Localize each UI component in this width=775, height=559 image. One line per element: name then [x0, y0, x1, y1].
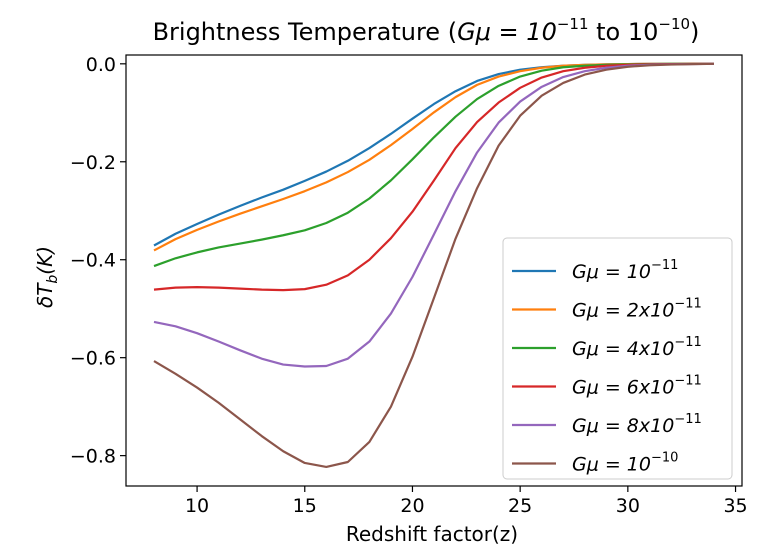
x-tick-label-30: 30: [616, 495, 640, 517]
x-tick-label-10: 10: [185, 495, 209, 517]
series-line-1: [153, 62, 714, 247]
chart-title: Brightness Temperature (Gμ = 10−11 to 10…: [153, 15, 700, 46]
plot-frame: [125, 54, 743, 487]
legend-label-1: Gμ = 10−11: [572, 258, 678, 283]
series-line-5: [153, 62, 715, 368]
legend-label-4: Gμ = 6x10−11: [572, 374, 702, 399]
y-tick-label-1: −0.2: [70, 152, 116, 174]
x-axis: 10 15 20 25 30 35: [185, 486, 748, 517]
plot-area: [125, 54, 743, 487]
x-tick-label-20: 20: [400, 495, 424, 517]
legend-label-6: Gμ = 10−10: [572, 451, 678, 476]
series-line-4: [153, 62, 715, 292]
y-tick-label-3: −0.6: [70, 348, 116, 370]
y-axis-label: δTb(K): [33, 246, 61, 308]
legend: Gμ = 10−11 Gμ = 2x10−11 Gμ = 4x10−11 Gμ = 6…: [502, 237, 733, 480]
y-axis: 0.0 −0.2 −0.4 −0.6 −0.8: [70, 54, 126, 468]
series-line-6: [153, 62, 715, 468]
legend-label-3: Gμ = 4x10−11: [572, 335, 702, 360]
x-axis-label: Redshift factor(z): [346, 522, 518, 546]
y-tick-label-0: 0.0: [86, 54, 116, 76]
legend-label-5: Gμ = 8x10−11: [572, 412, 702, 437]
x-tick-label-25: 25: [508, 495, 532, 517]
legend-label-2: Gμ = 2x10−11: [572, 297, 702, 322]
x-tick-label-35: 35: [723, 495, 747, 517]
series-line-2: [153, 62, 714, 252]
legend-box: [502, 237, 733, 480]
x-tick-label-15: 15: [293, 495, 317, 517]
y-tick-label-4: −0.8: [70, 446, 116, 468]
y-tick-label-2: −0.4: [70, 250, 116, 272]
